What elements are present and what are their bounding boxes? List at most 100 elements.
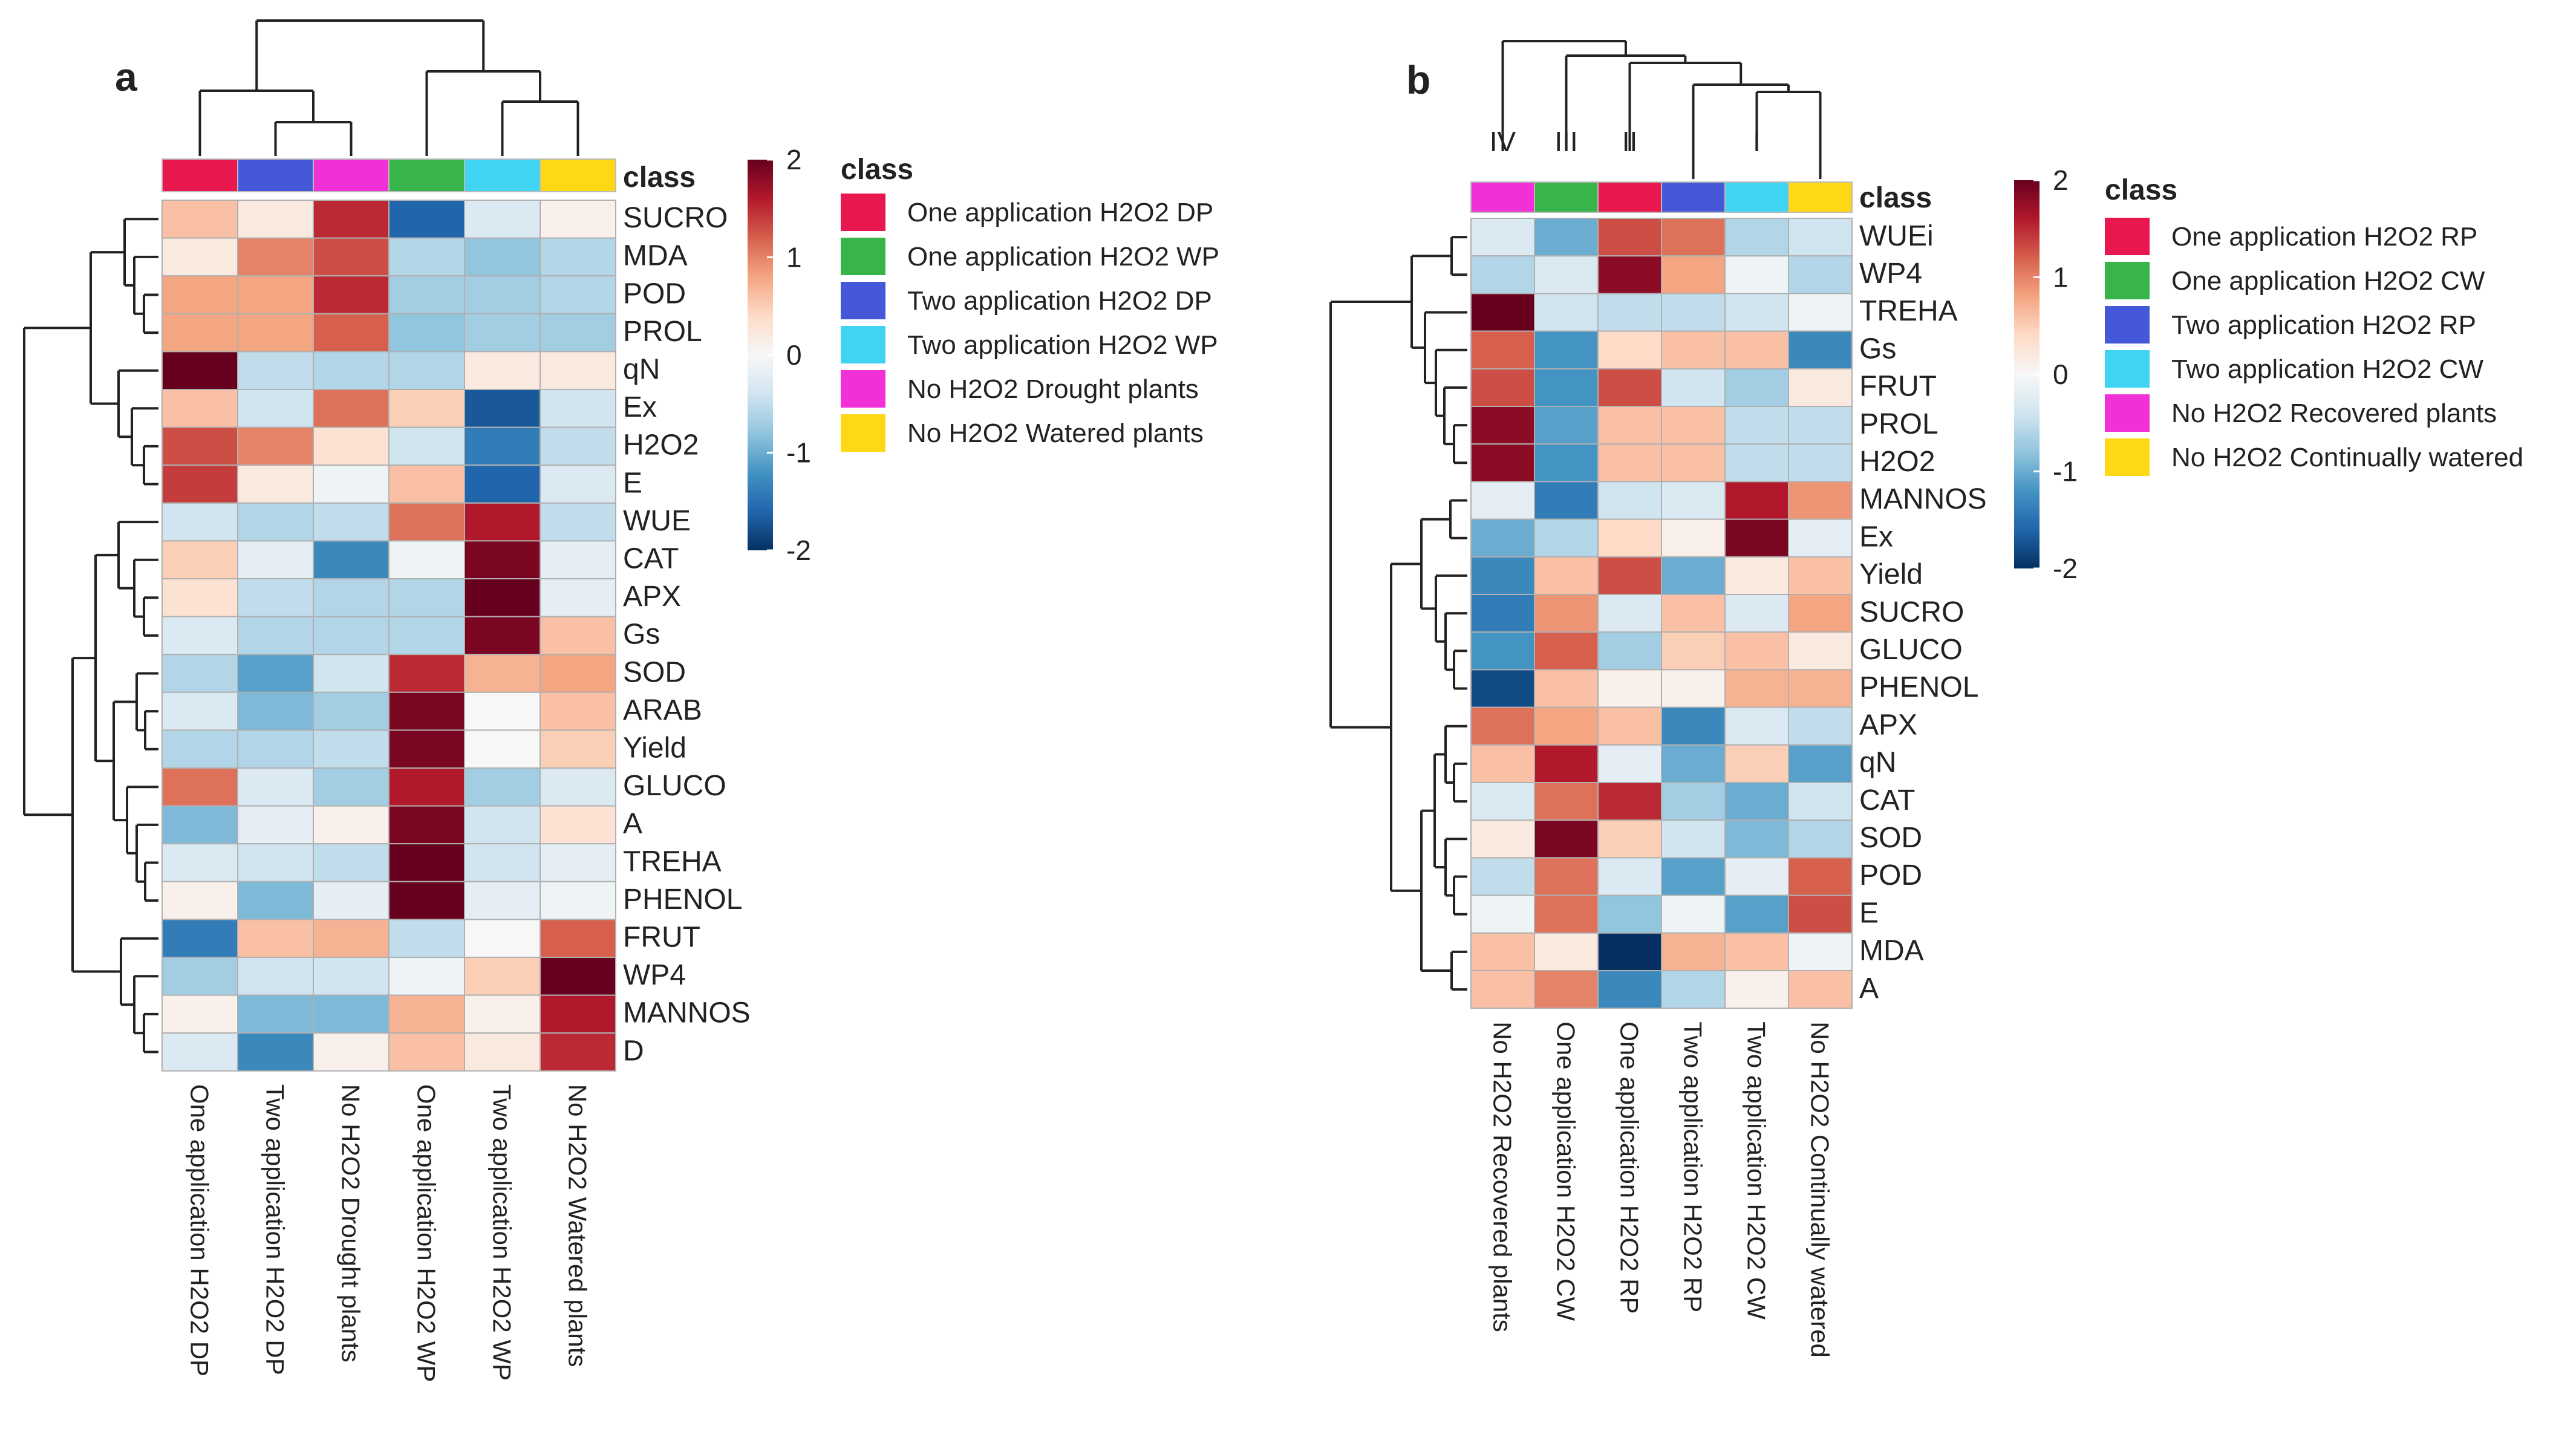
heatmap-cell bbox=[313, 881, 390, 920]
heatmap-cell bbox=[1661, 293, 1726, 332]
heatmap-cell bbox=[1597, 970, 1662, 1009]
heatmap-cell bbox=[1534, 744, 1599, 784]
heatmap-cell bbox=[161, 351, 238, 391]
heatmap-cell bbox=[540, 237, 616, 277]
heatmap-cell bbox=[1788, 406, 1853, 445]
row-label: MDA bbox=[623, 240, 688, 272]
heatmap-cell bbox=[313, 464, 390, 504]
heatmap-cell bbox=[1661, 255, 1726, 295]
heatmap-cell bbox=[464, 1032, 541, 1072]
legend-label: Two application H2O2 RP bbox=[2171, 310, 2476, 340]
heatmap-cell bbox=[1724, 368, 1789, 407]
legend-label: No H2O2 Recovered plants bbox=[2171, 399, 2497, 428]
annotation-label: class bbox=[1859, 182, 1932, 214]
heatmap-cell bbox=[540, 1032, 616, 1072]
heatmap-cell bbox=[540, 275, 616, 314]
legend-label: No H2O2 Continually watered bbox=[2171, 443, 2523, 472]
heatmap-cell bbox=[1534, 970, 1599, 1009]
heatmap-cell bbox=[1788, 744, 1853, 784]
heatmap-cell bbox=[313, 313, 390, 353]
heatmap-cell bbox=[161, 502, 238, 542]
heatmap-cell bbox=[540, 767, 616, 807]
legend-swatch bbox=[2105, 262, 2150, 299]
heatmap-cell bbox=[161, 1032, 238, 1072]
heatmap-cell bbox=[1470, 368, 1535, 407]
heatmap-cell bbox=[388, 389, 465, 428]
colorbar-tick-label: -2 bbox=[2053, 553, 2078, 584]
column-label: Two application H2O2 CW bbox=[1743, 1021, 1771, 1320]
row-label: WP4 bbox=[623, 959, 686, 991]
legend-swatch bbox=[841, 414, 885, 452]
row-label: FRUT bbox=[1859, 371, 1937, 403]
heatmap-cell bbox=[161, 616, 238, 656]
colorbar-tick-label: -2 bbox=[786, 535, 811, 566]
heatmap-cell bbox=[1661, 368, 1726, 407]
row-label: ARAB bbox=[623, 694, 702, 726]
heatmap-panel-b: b class WUEi WP4 TREHA Gs FRUT PROL H2O2 MANNOS Ex… bbox=[1329, 40, 2523, 1358]
column-label: No H2O2 Recovered plants bbox=[1489, 1021, 1517, 1332]
heatmap-cell bbox=[237, 578, 314, 617]
row-label: FRUT bbox=[623, 921, 700, 953]
heatmap-cell bbox=[540, 426, 616, 466]
heatmap-cell bbox=[1470, 669, 1535, 708]
heatmap-cell bbox=[1724, 819, 1789, 859]
row-label: SOD bbox=[1859, 822, 1922, 854]
heatmap-cell bbox=[1661, 706, 1726, 746]
column-label: No H2O2 Drought plants bbox=[337, 1084, 365, 1363]
heatmap-cell bbox=[237, 389, 314, 428]
heatmap-cell bbox=[161, 994, 238, 1034]
heatmap-cell bbox=[313, 767, 390, 807]
heatmap-cell bbox=[1724, 970, 1789, 1009]
heatmap-cell bbox=[464, 994, 541, 1034]
heatmap-cell bbox=[540, 843, 616, 882]
heatmap-cell bbox=[1470, 518, 1535, 558]
heatmap-cell bbox=[1724, 894, 1789, 934]
cluster-label: IV bbox=[1490, 126, 1516, 157]
heatmap-cell bbox=[540, 994, 616, 1034]
heatmap-cell bbox=[1597, 293, 1662, 332]
heatmap-cell bbox=[464, 881, 541, 920]
class-annotation-cell bbox=[1788, 181, 1853, 213]
legend-swatch bbox=[2105, 438, 2150, 476]
row-label: D bbox=[623, 1035, 644, 1067]
heatmap-cell bbox=[464, 389, 541, 428]
heatmap-cell bbox=[1724, 706, 1789, 746]
heatmap-cell bbox=[1661, 443, 1726, 483]
heatmap-cell bbox=[161, 540, 238, 580]
class-annotation-cell bbox=[1661, 181, 1726, 213]
heatmap-cell bbox=[388, 351, 465, 391]
legend-label: One application H2O2 DP bbox=[907, 198, 1213, 227]
heatmap-cell bbox=[464, 957, 541, 996]
heatmap-cell bbox=[1661, 218, 1726, 257]
heatmap-cell bbox=[1534, 218, 1599, 257]
heatmap-cell bbox=[161, 957, 238, 996]
heatmap-cell bbox=[161, 767, 238, 807]
heatmap-cell bbox=[464, 540, 541, 580]
row-label: SUCRO bbox=[623, 202, 728, 234]
heatmap-cell bbox=[237, 881, 314, 920]
heatmap-cell bbox=[313, 200, 390, 239]
heatmap-cell bbox=[237, 540, 314, 580]
heatmap-cell bbox=[1470, 894, 1535, 934]
heatmap-cell bbox=[1534, 330, 1599, 370]
heatmap-cell bbox=[237, 313, 314, 353]
column-label: Two application H2O2 WP bbox=[488, 1084, 517, 1381]
heatmap-cell bbox=[388, 464, 465, 504]
heatmap-cell bbox=[1661, 782, 1726, 821]
heatmap-cell bbox=[1788, 368, 1853, 407]
heatmap-cell bbox=[1597, 406, 1662, 445]
legend-label: One application H2O2 RP bbox=[2171, 222, 2477, 252]
heatmap-cell bbox=[540, 729, 616, 769]
heatmap-cell bbox=[1788, 518, 1853, 558]
heatmap-cell bbox=[540, 881, 616, 920]
column-label: One application H2O2 CW bbox=[1552, 1021, 1580, 1321]
heatmap-cell bbox=[1788, 932, 1853, 972]
legend-label: Two application H2O2 CW bbox=[2171, 354, 2483, 384]
heatmap-cell bbox=[313, 805, 390, 845]
heatmap-cell bbox=[1788, 706, 1853, 746]
heatmap-cell bbox=[388, 654, 465, 693]
heatmap-cell bbox=[1470, 406, 1535, 445]
heatmap-cell bbox=[1597, 255, 1662, 295]
heatmap-cell bbox=[1724, 744, 1789, 784]
class-annotation-cell bbox=[464, 158, 541, 192]
